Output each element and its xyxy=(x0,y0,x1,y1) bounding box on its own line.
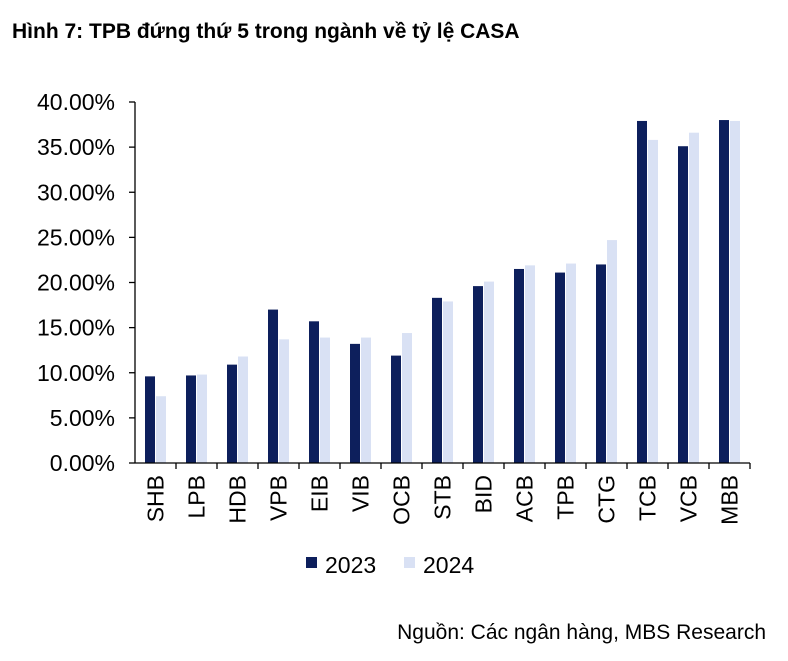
bar-ocb-2023 xyxy=(391,355,401,463)
bar-bid-2024 xyxy=(484,281,494,463)
figure-title: Hình 7: TPB đứng thứ 5 trong ngành về tỷ… xyxy=(12,20,520,43)
bar-tcb-2023 xyxy=(637,120,647,463)
y-tick-label: 0.00% xyxy=(50,450,115,476)
x-tick-label-stb: STB xyxy=(430,475,456,520)
y-tick-label: 30.00% xyxy=(37,179,115,205)
y-tick-label: 40.00% xyxy=(37,89,115,115)
x-tick-label-ctg: CTG xyxy=(594,475,620,524)
legend-swatch-2024 xyxy=(404,557,415,568)
y-axis-ticks xyxy=(129,101,135,464)
bar-bid-2023 xyxy=(473,286,483,463)
bar-ctg-2023 xyxy=(596,264,606,463)
x-tick-label-tcb: TCB xyxy=(635,475,661,521)
bar-vcb-2024 xyxy=(689,132,699,463)
bar-eib-2023 xyxy=(309,321,319,463)
bar-acb-2024 xyxy=(525,265,535,463)
y-tick-label: 25.00% xyxy=(37,224,115,250)
x-tick-label-vpb: VPB xyxy=(266,475,292,521)
x-tick-label-tpb: TPB xyxy=(553,475,579,520)
bar-lpb-2023 xyxy=(186,375,196,463)
source-note: Nguồn: Các ngân hàng, MBS Research xyxy=(397,621,766,644)
x-tick-label-lpb: LPB xyxy=(184,475,210,518)
bar-stb-2024 xyxy=(443,301,453,463)
x-tick-label-bid: BID xyxy=(471,475,497,513)
y-tick-label: 15.00% xyxy=(37,315,115,341)
bar-hdb-2024 xyxy=(238,356,248,463)
bar-tpb-2023 xyxy=(555,272,565,463)
y-tick-label: 35.00% xyxy=(37,134,115,160)
bar-tcb-2024 xyxy=(648,139,658,463)
y-tick-label: 10.00% xyxy=(37,360,115,386)
bar-hdb-2023 xyxy=(227,364,237,463)
bar-eib-2024 xyxy=(320,337,330,463)
bar-ctg-2024 xyxy=(607,240,617,463)
bar-shb-2023 xyxy=(145,376,155,463)
y-tick-label: 5.00% xyxy=(50,405,115,431)
bar-vpb-2023 xyxy=(268,309,278,463)
bar-vpb-2024 xyxy=(279,339,289,463)
y-axis-tick-labels: 0.00% 5.00% 10.00% 15.00% 20.00% 25.00% 30.00%… xyxy=(37,89,115,476)
legend-swatch-2023 xyxy=(306,557,317,568)
legend-label-2023: 2023 xyxy=(325,552,376,578)
x-tick-label-vcb: VCB xyxy=(676,475,702,522)
x-tick-label-mbb: MBB xyxy=(717,475,743,525)
legend-label-2024: 2024 xyxy=(423,552,474,578)
bar-mbb-2023 xyxy=(719,120,729,464)
x-axis-tick-labels: SHB LPB HDB VPB EIB VIB OCB STB BID ACB TPB CTG TCB V… xyxy=(143,475,743,525)
x-tick-label-acb: ACB xyxy=(512,475,538,522)
bar-lpb-2024 xyxy=(197,374,207,463)
bar-shb-2024 xyxy=(156,396,166,463)
bar-mbb-2024 xyxy=(730,120,740,463)
bar-vcb-2023 xyxy=(678,146,688,463)
x-tick-label-shb: SHB xyxy=(143,475,169,522)
bars xyxy=(145,120,740,464)
bar-vib-2023 xyxy=(350,343,360,463)
x-axis-ticks xyxy=(175,463,751,469)
x-tick-label-ocb: OCB xyxy=(389,475,415,525)
bar-acb-2023 xyxy=(514,268,524,463)
x-tick-label-vib: VIB xyxy=(348,475,374,512)
bar-tpb-2024 xyxy=(566,263,576,463)
bar-stb-2023 xyxy=(432,297,442,463)
x-tick-label-eib: EIB xyxy=(307,475,333,512)
bar-ocb-2024 xyxy=(402,333,412,463)
y-tick-label: 20.00% xyxy=(37,270,115,296)
x-tick-label-hdb: HDB xyxy=(225,475,251,524)
bar-vib-2024 xyxy=(361,337,371,463)
legend: 2023 2024 xyxy=(306,552,474,578)
